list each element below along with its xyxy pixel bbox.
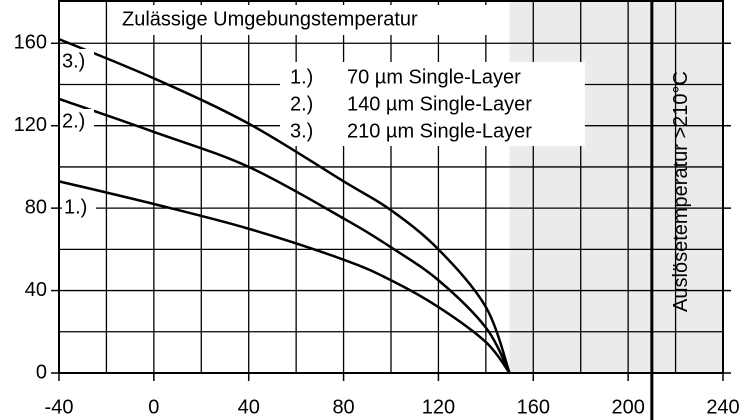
y-tick-label: 160	[14, 32, 47, 54]
curve	[58, 37, 511, 374]
chart-title: Zulässige Umgebungstemperatur	[122, 8, 418, 30]
x-tick-label: 240	[706, 396, 739, 418]
x-tick-label: -40	[45, 396, 74, 418]
limit-label: Auslösetemperatur >210°C	[670, 71, 692, 312]
curve-label: 1.)	[64, 196, 87, 218]
plot-frame	[58, 0, 724, 374]
x-tick-label: 80	[332, 396, 354, 418]
curve-label: 2.)	[62, 110, 85, 132]
legend-label: 140 µm Single-Layer	[347, 93, 532, 115]
curve-label-bg	[60, 109, 94, 135]
x-tick-label: 40	[238, 396, 260, 418]
x-tick-label: 200	[611, 396, 644, 418]
curve	[58, 180, 511, 374]
legend-number: 1.)	[290, 66, 313, 88]
curve	[58, 97, 511, 374]
curve-label-bg	[60, 49, 94, 75]
y-tick-label: 40	[25, 279, 47, 301]
legend-label: 210 µm Single-Layer	[347, 120, 532, 142]
y-tick-label: 120	[14, 114, 47, 136]
curve-label-bg	[62, 195, 96, 221]
legend-label: 70 µm Single-Layer	[347, 66, 521, 88]
y-tick-label: 0	[36, 361, 47, 383]
curve-label: 3.)	[62, 50, 85, 72]
x-tick-label: 160	[517, 396, 550, 418]
legend-number: 3.)	[290, 120, 313, 142]
x-tick-label: 120	[422, 396, 455, 418]
title-bg	[115, 5, 501, 35]
x-tick-label: 0	[148, 396, 159, 418]
legend-bg	[280, 62, 585, 146]
legend-number: 2.)	[290, 93, 313, 115]
y-tick-label: 80	[25, 196, 47, 218]
